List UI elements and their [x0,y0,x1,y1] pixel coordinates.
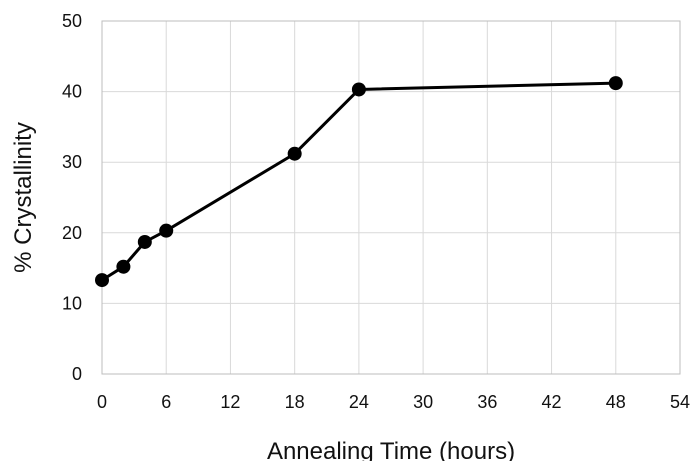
data-point-2 [137,234,152,249]
data-point-0 [95,273,109,288]
y-axis-title: % Crystallinity [10,122,37,273]
x-tick-label-9: 54 [670,392,690,412]
y-tick-label-3: 30 [62,152,82,172]
x-tick-label-5: 30 [413,392,433,412]
y-tick-label-0: 0 [72,364,82,384]
plot-area-border [101,20,681,375]
data-point-6 [608,76,623,91]
axis-tick-labels: 0 6 12 18 24 30 36 42 48 54 0 10 20 30 40 50 [62,11,690,412]
data-point-1 [116,259,131,274]
y-tick-label-2: 20 [62,223,82,243]
x-tick-label-3: 18 [285,392,305,412]
y-tick-label-4: 40 [62,82,82,102]
data-point-4 [287,146,302,161]
data-point-5 [351,82,366,97]
x-tick-label-6: 36 [477,392,497,412]
x-tick-label-7: 42 [542,392,562,412]
data-series [95,76,623,288]
y-tick-label-5: 50 [62,11,82,31]
x-tick-label-0: 0 [97,392,107,412]
data-point-3 [159,223,174,238]
y-tick-label-1: 10 [62,293,82,313]
x-tick-label-8: 48 [606,392,626,412]
x-tick-label-1: 6 [161,392,171,412]
x-tick-label-4: 24 [349,392,369,412]
x-axis-title: Annealing Time (hours) [267,438,515,461]
x-tick-label-2: 12 [220,392,240,412]
